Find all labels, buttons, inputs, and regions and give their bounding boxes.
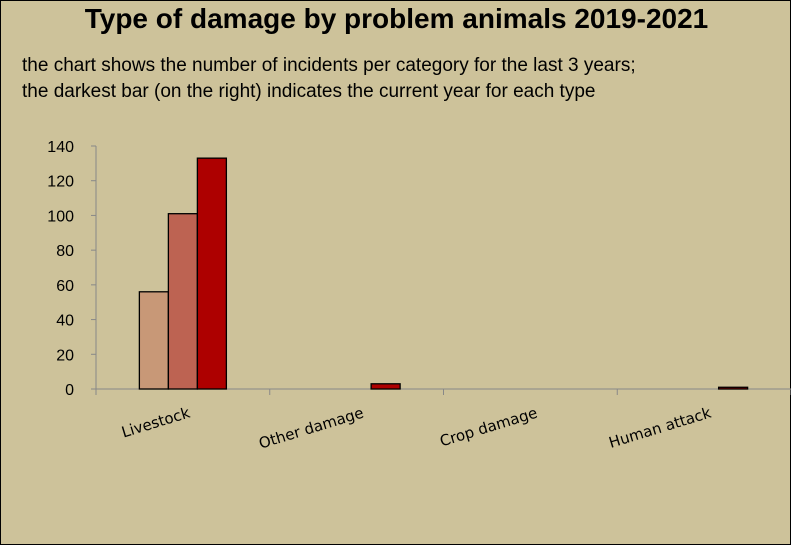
y-tick-label: 120 (47, 174, 74, 191)
y-tick-label: 80 (56, 243, 74, 260)
y-tick-label: 60 (56, 278, 74, 295)
bar (196, 157, 228, 390)
y-tick-label: 140 (47, 139, 74, 156)
chart-title: Type of damage by problem animals 2019-2… (84, 3, 709, 34)
bar (138, 291, 170, 390)
x-category-label: Crop damage (438, 404, 540, 451)
bar (370, 383, 401, 390)
chart-subtitle: the chart shows the number of incidents … (22, 53, 782, 105)
y-tick-label: 0 (65, 382, 74, 399)
y-tick-label: 40 (56, 313, 74, 330)
y-tick-label: 100 (47, 208, 74, 225)
x-category-label: Human attack (607, 404, 714, 452)
subtitle-line-1: the chart shows the number of incidents … (22, 55, 636, 76)
subtitle-line-2: the darkest bar (on the right) indicates… (22, 81, 596, 102)
x-category-label: Other damage (257, 404, 366, 453)
x-category-label: Livestock (119, 404, 192, 442)
bar (167, 213, 199, 390)
y-tick-label: 20 (56, 347, 74, 364)
bar (717, 386, 749, 390)
